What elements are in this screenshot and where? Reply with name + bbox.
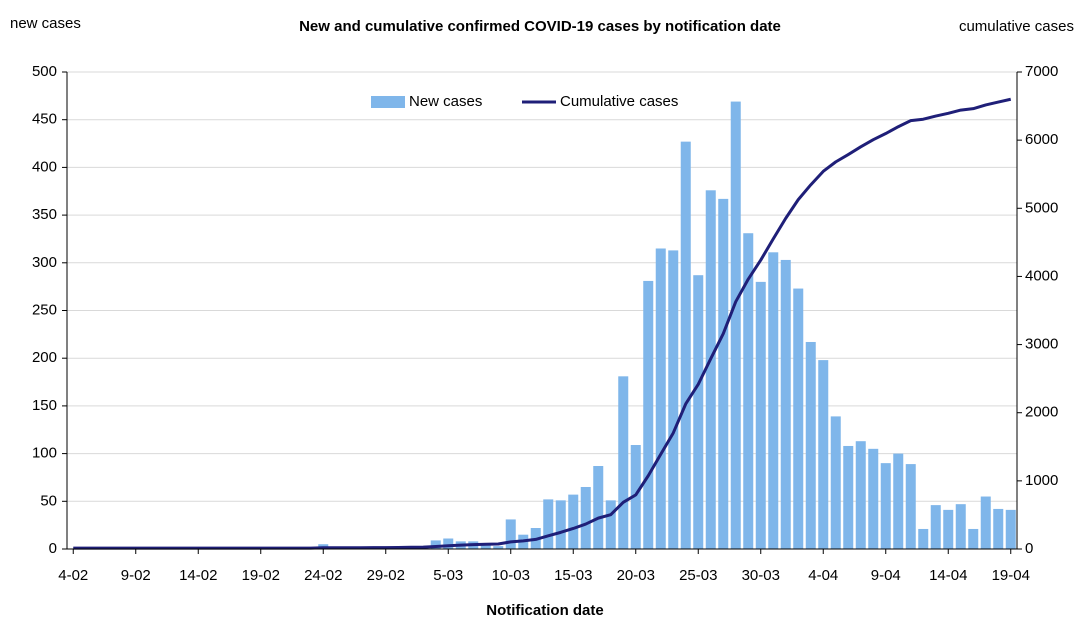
y2-tick-label: 5000 [1025,199,1058,216]
bar [880,463,891,549]
y2-tick-label: 3000 [1025,336,1058,353]
bar [605,500,616,549]
y-axis-label: new cases [10,15,81,32]
y-tick-label: 250 [32,301,57,318]
bar [655,248,666,550]
bar [1005,509,1016,549]
bar [568,494,579,549]
y-tick-label: 0 [49,540,57,557]
x-tick-label: 4-04 [808,567,838,584]
x-axis-label: Notification date [486,602,604,619]
y2-tick-label: 1000 [1025,472,1058,489]
y2-axis-label: cumulative cases [959,18,1074,35]
bar [618,376,629,549]
x-tick-label: 14-02 [179,567,217,584]
legend-label: New cases [409,93,482,110]
x-tick-label: 10-03 [492,567,530,584]
x-tick-label: 19-02 [242,567,280,584]
chart-title: New and cumulative confirmed COVID-19 ca… [299,18,781,35]
bar [493,546,504,549]
bar [443,538,454,549]
bar [855,441,866,549]
bar [893,453,904,549]
x-tick-label: 9-04 [871,567,901,584]
y2-tick-label: 2000 [1025,404,1058,421]
bar [968,528,979,549]
bar [693,275,704,549]
x-tick-label: 30-03 [742,567,780,584]
bar [643,280,654,549]
y-tick-label: 100 [32,445,57,462]
bar [955,504,966,549]
x-tick-label: 9-02 [121,567,151,584]
bar [505,519,516,549]
x-tick-label: 20-03 [617,567,655,584]
x-tick-label: 29-02 [367,567,405,584]
bar [555,500,566,549]
y-tick-label: 400 [32,158,57,175]
line [73,97,1012,550]
bar [818,360,829,549]
bar [805,341,816,549]
legend-swatch [371,96,405,108]
y2-tick-label: 4000 [1025,267,1058,284]
legend-label: Cumulative cases [560,93,678,110]
bar [980,496,991,549]
x-tick-label: 19-04 [992,567,1030,584]
y2-tick-label: 6000 [1025,131,1058,148]
bar [730,101,741,549]
bar [480,543,491,549]
x-tick-label: 4-02 [58,567,88,584]
x-tick-label: 25-03 [679,567,717,584]
x-tick-label: 24-02 [304,567,342,584]
bar [543,499,554,549]
bar [630,445,641,549]
y-tick-label: 150 [32,397,57,414]
bar [768,252,779,549]
y-tick-label: 50 [40,492,57,509]
bar [743,233,754,549]
x-tick-label: 5-03 [433,567,463,584]
bar [868,448,879,549]
y2-tick-label: 7000 [1025,63,1058,80]
bar [930,505,941,549]
bar [780,259,791,549]
x-tick-label: 15-03 [554,567,592,584]
bar [943,509,954,549]
bar [705,190,716,549]
bar [918,528,929,549]
y-tick-label: 200 [32,349,57,366]
bar [593,466,604,549]
bar [755,281,766,549]
bar [993,508,1004,549]
bar [668,250,679,549]
bar [580,486,591,549]
bar [680,141,691,549]
bar [843,445,854,549]
bar [430,540,441,549]
y-tick-label: 300 [32,254,57,271]
bar [793,288,804,549]
y2-tick-label: 0 [1025,540,1033,557]
x-tick-label: 14-04 [929,567,967,584]
y-tick-label: 350 [32,206,57,223]
y-tick-label: 450 [32,111,57,128]
bar [905,464,916,549]
bar [830,416,841,549]
bar [718,198,729,549]
y-tick-label: 500 [32,63,57,80]
